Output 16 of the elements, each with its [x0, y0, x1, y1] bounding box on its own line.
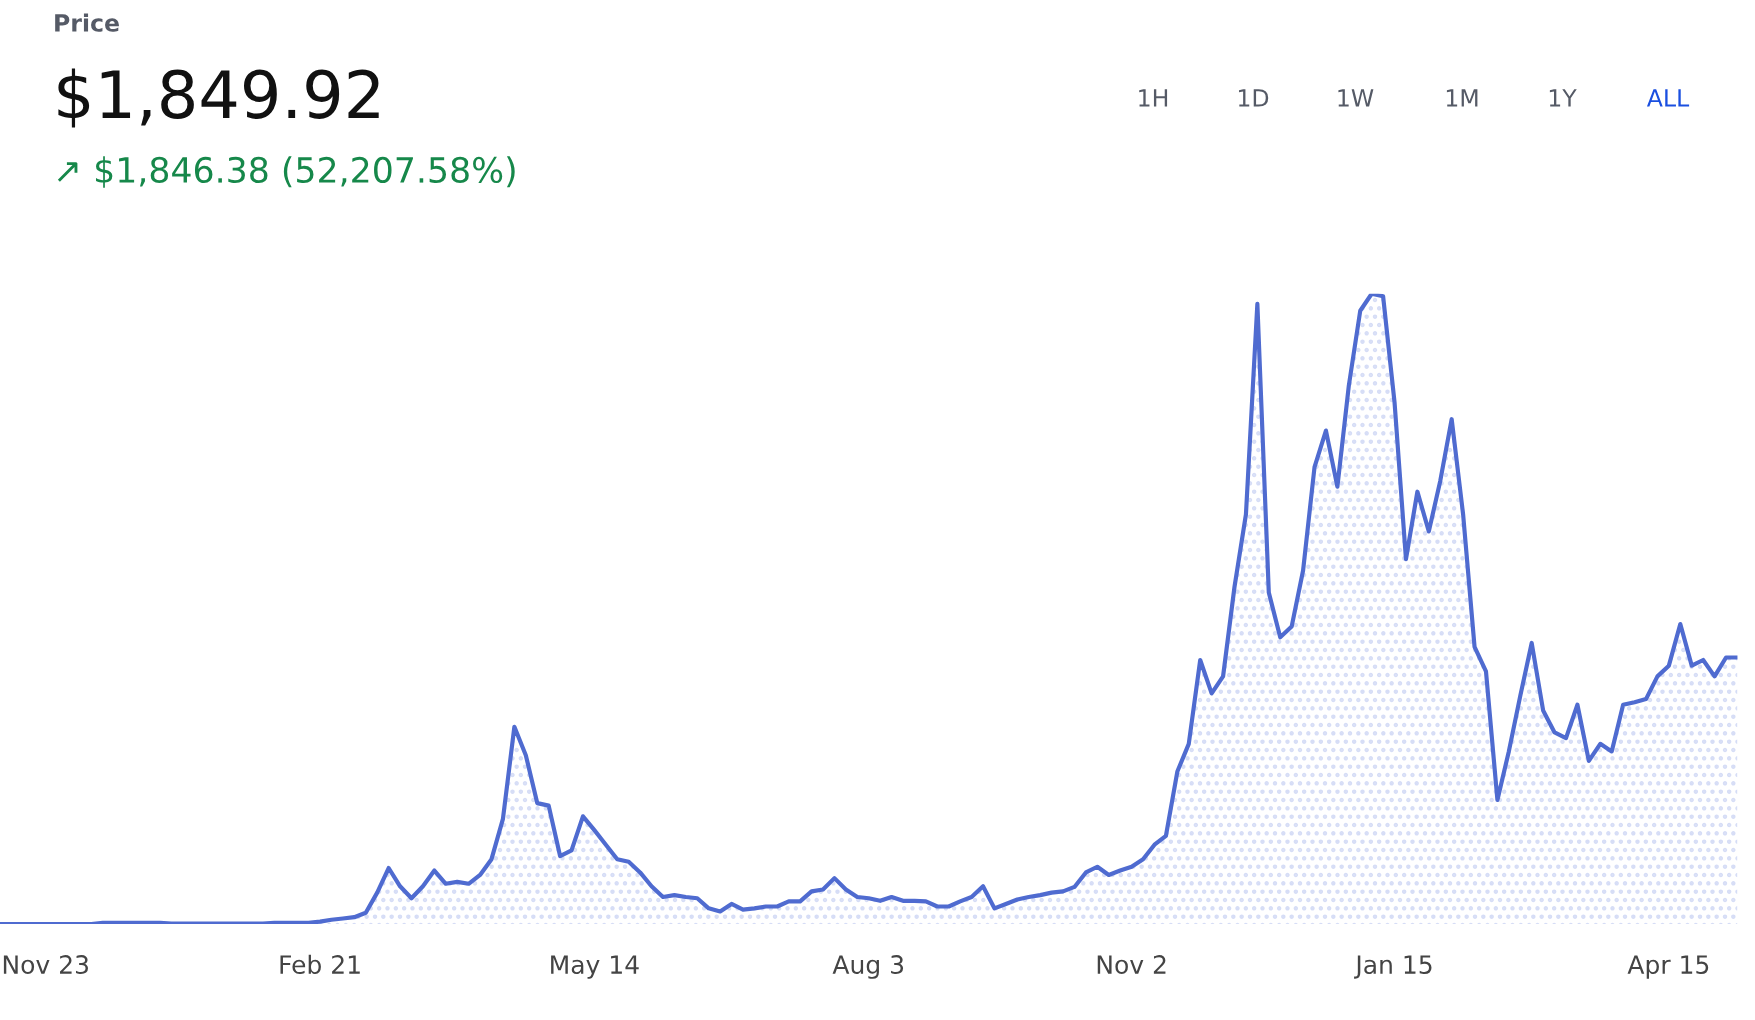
text: ↗ $1,846.38 (52,207.58%)	[57, 156, 515, 188]
text: 1M	[1446, 89, 1478, 107]
x-tick-label: Nov 23	[3, 955, 88, 975]
x-tick-label: Jan 15	[1354, 955, 1432, 979]
text: 1D	[1238, 89, 1269, 107]
x-tick-label: Feb 21	[280, 954, 360, 975]
text: ALL	[1646, 89, 1690, 107]
x-tick-label: Aug 3	[832, 955, 904, 979]
chart-title: Price	[55, 13, 119, 32]
x-tick-label: Apr 15	[1627, 955, 1709, 979]
chart-subtitle: $1,849.92	[58, 68, 379, 128]
x-tick-label: Nov 2	[1097, 955, 1166, 975]
x-tick-label: May 14	[551, 955, 639, 979]
text: 1Y	[1549, 89, 1577, 107]
text: 1H	[1139, 89, 1168, 107]
text: 1W	[1338, 89, 1374, 107]
